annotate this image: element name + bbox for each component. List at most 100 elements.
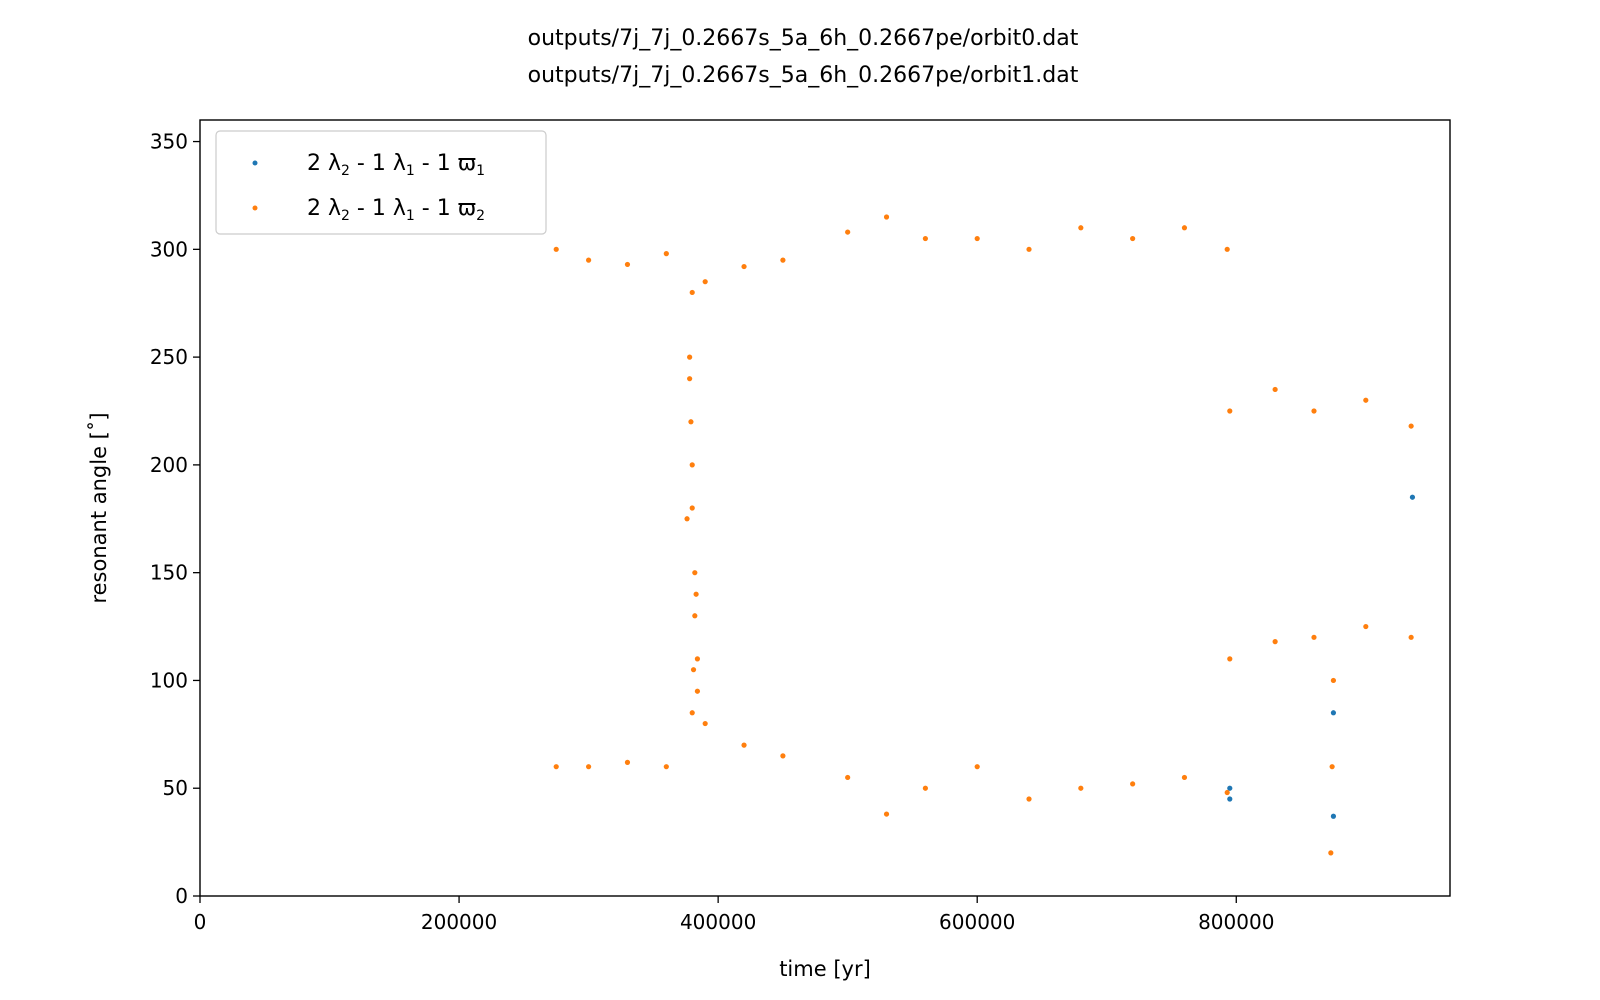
legend-label-series-1: 2 λ2 - 1 λ1 - 1 ϖ1 xyxy=(307,151,485,179)
x-tick-label: 0 xyxy=(194,910,207,934)
data-point xyxy=(1330,677,1337,684)
data-point xyxy=(1363,397,1369,403)
data-point xyxy=(1130,781,1136,787)
legend-s1-sub-c: 1 xyxy=(476,163,485,179)
data-point xyxy=(688,419,694,425)
data-point xyxy=(689,505,695,511)
data-point xyxy=(1224,246,1230,252)
data-point xyxy=(689,462,695,468)
data-point xyxy=(663,251,669,257)
y-tick-label: 300 xyxy=(150,237,188,261)
legend-s1-part-a: 2 λ xyxy=(307,151,341,176)
data-point xyxy=(1130,235,1136,242)
x-tick-label: 200000 xyxy=(421,910,497,934)
data-point xyxy=(741,263,747,270)
data-point xyxy=(1329,764,1335,770)
data-point xyxy=(1409,494,1416,500)
data-point xyxy=(702,720,708,727)
y-tick-label: 50 xyxy=(163,776,188,800)
y-tick-label: 200 xyxy=(150,453,188,477)
data-point xyxy=(687,376,693,382)
data-point xyxy=(845,774,851,781)
data-point xyxy=(1330,813,1337,819)
chart-title-line-1: outputs/7j_7j_0.2667s_5a_6h_0.2667pe/orb… xyxy=(528,26,1079,51)
chart-title-line-2: outputs/7j_7j_0.2667s_5a_6h_0.2667pe/orb… xyxy=(528,63,1079,88)
plot-frame xyxy=(199,119,1451,897)
axis-ticks: 0 200000 400000 600000 800000 0 50 100 150 200 250… xyxy=(150,130,1275,934)
legend-s1-part-c: - 1 ϖ xyxy=(415,151,476,176)
data-point xyxy=(974,235,980,242)
data-point xyxy=(1078,225,1084,231)
legend-s2-part-a: 2 λ xyxy=(307,196,341,221)
data-point xyxy=(624,261,631,268)
legend-marker-series-1 xyxy=(252,160,258,166)
data-point xyxy=(1311,634,1317,640)
data-point xyxy=(780,753,786,759)
data-point xyxy=(692,570,698,576)
data-point xyxy=(702,279,708,285)
chart-title: outputs/7j_7j_0.2667s_5a_6h_0.2667pe/orb… xyxy=(528,26,1079,88)
data-point xyxy=(1181,225,1188,231)
legend-s2-sub-b: 1 xyxy=(406,208,415,224)
legend-box xyxy=(215,130,547,235)
data-point xyxy=(1227,785,1233,791)
data-point xyxy=(1181,774,1188,781)
y-tick-label: 350 xyxy=(150,130,188,154)
data-point xyxy=(883,811,890,817)
x-tick-label: 400000 xyxy=(680,910,756,934)
data-point xyxy=(1224,789,1230,796)
data-point xyxy=(1363,623,1369,630)
data-layer xyxy=(553,214,1416,856)
x-tick-label: 600000 xyxy=(939,910,1015,934)
data-point xyxy=(741,742,747,748)
data-point xyxy=(694,656,701,662)
y-tick-label: 150 xyxy=(150,561,188,585)
series-2 xyxy=(553,214,1414,856)
data-point xyxy=(1272,639,1278,645)
data-point xyxy=(883,214,890,220)
data-point xyxy=(553,764,559,770)
data-point xyxy=(922,235,928,242)
data-point xyxy=(1227,656,1233,662)
legend-marker-series-2 xyxy=(252,205,258,211)
data-point xyxy=(1408,634,1414,640)
x-tick-label: 800000 xyxy=(1198,910,1274,934)
legend-s2-part-c: - 1 ϖ xyxy=(415,196,476,221)
data-point xyxy=(1272,386,1278,393)
legend: 2 λ2 - 1 λ1 - 1 ϖ1 2 λ2 - 1 λ1 - 1 ϖ2 xyxy=(215,130,547,235)
legend-s1-sub-b: 1 xyxy=(406,163,415,179)
legend-s2-part-b: - 1 λ xyxy=(350,196,406,221)
data-point xyxy=(1026,796,1032,802)
data-point xyxy=(689,289,695,296)
data-point xyxy=(1227,408,1233,414)
data-point xyxy=(1328,850,1334,856)
data-point xyxy=(1408,423,1414,429)
data-point xyxy=(693,591,699,597)
data-point xyxy=(845,229,851,235)
data-point xyxy=(692,613,698,619)
data-point xyxy=(974,764,980,770)
data-point xyxy=(1311,408,1317,414)
data-point xyxy=(687,354,693,360)
data-point xyxy=(780,257,786,263)
data-point xyxy=(1078,785,1084,791)
data-point xyxy=(586,257,592,263)
x-axis-label: time [yr] xyxy=(779,957,871,981)
data-point xyxy=(684,516,690,522)
data-point xyxy=(689,710,695,716)
data-point xyxy=(624,759,631,765)
data-point xyxy=(694,688,701,694)
data-point xyxy=(1330,710,1337,716)
data-point xyxy=(663,764,669,770)
data-point xyxy=(690,667,697,673)
y-tick-label: 0 xyxy=(175,884,188,908)
legend-label-series-2: 2 λ2 - 1 λ1 - 1 ϖ2 xyxy=(307,196,485,224)
data-point xyxy=(922,785,928,791)
legend-s1-sub-a: 2 xyxy=(341,163,350,179)
y-axis-label: resonant angle [˚] xyxy=(87,412,111,603)
data-point xyxy=(553,246,559,252)
data-point xyxy=(1026,246,1032,252)
legend-s2-sub-c: 2 xyxy=(476,208,485,224)
data-point xyxy=(586,764,592,770)
